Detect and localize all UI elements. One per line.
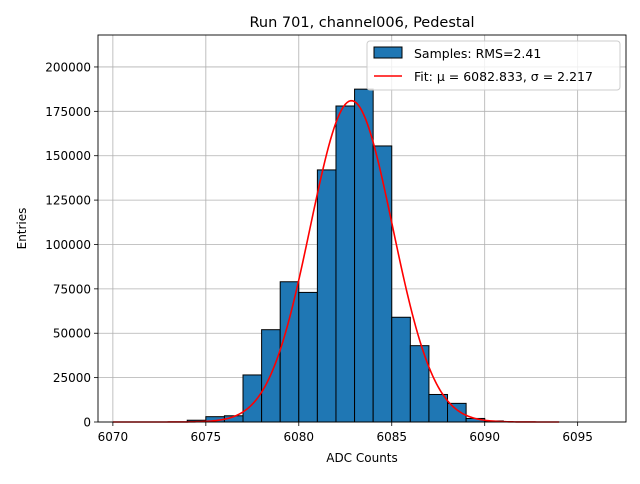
y-tick-label: 175000 <box>45 105 91 119</box>
histogram-bar <box>428 393 449 423</box>
y-tick-label: 50000 <box>53 327 91 341</box>
x-tick-label: 6095 <box>562 430 593 444</box>
x-tick-label: 6085 <box>376 430 407 444</box>
histogram-bar <box>391 316 411 423</box>
x-tick-label: 6090 <box>469 430 500 444</box>
chart-title: Run 701, channel006, Pedestal <box>249 15 474 31</box>
histogram-bar <box>279 281 300 423</box>
y-axis-ticks: 0 25000 50000 75000 100000 125000 150000 175000… <box>45 60 98 430</box>
y-tick-label: 75000 <box>53 282 91 296</box>
legend: Samples: RMS=2.41 Fit: μ = 6082.833, σ =… <box>366 40 621 91</box>
y-tick-label: 25000 <box>53 371 91 385</box>
y-axis-label: Entries <box>15 208 29 250</box>
plot-frame <box>97 34 627 423</box>
x-axis-ticks: 6070 6075 6080 6085 6090 6095 <box>98 422 593 444</box>
legend-histogram-swatch <box>373 46 403 59</box>
histogram-bar <box>372 145 393 423</box>
histogram-bar <box>409 345 430 423</box>
histogram-bar <box>447 402 467 423</box>
y-tick-label: 150000 <box>45 149 91 163</box>
y-tick-label: 0 <box>83 416 91 430</box>
histogram-bar <box>298 291 318 423</box>
legend-box <box>366 40 621 91</box>
y-tick-label: 100000 <box>45 238 91 252</box>
legend-histogram-label: Samples: RMS=2.41 <box>414 46 541 61</box>
y-tick-label: 200000 <box>45 60 91 74</box>
histogram-bar <box>354 88 374 423</box>
x-axis-label: ADC Counts <box>326 451 398 465</box>
histogram-bar <box>335 105 356 423</box>
legend-fit-label: Fit: μ = 6082.833, σ = 2.217 <box>414 69 593 84</box>
histogram-bar <box>242 374 263 423</box>
y-tick-label: 125000 <box>45 194 91 208</box>
histogram-bar <box>316 169 337 423</box>
x-tick-label: 6080 <box>284 430 315 444</box>
x-tick-label: 6075 <box>191 430 222 444</box>
x-tick-label: 6070 <box>98 430 129 444</box>
